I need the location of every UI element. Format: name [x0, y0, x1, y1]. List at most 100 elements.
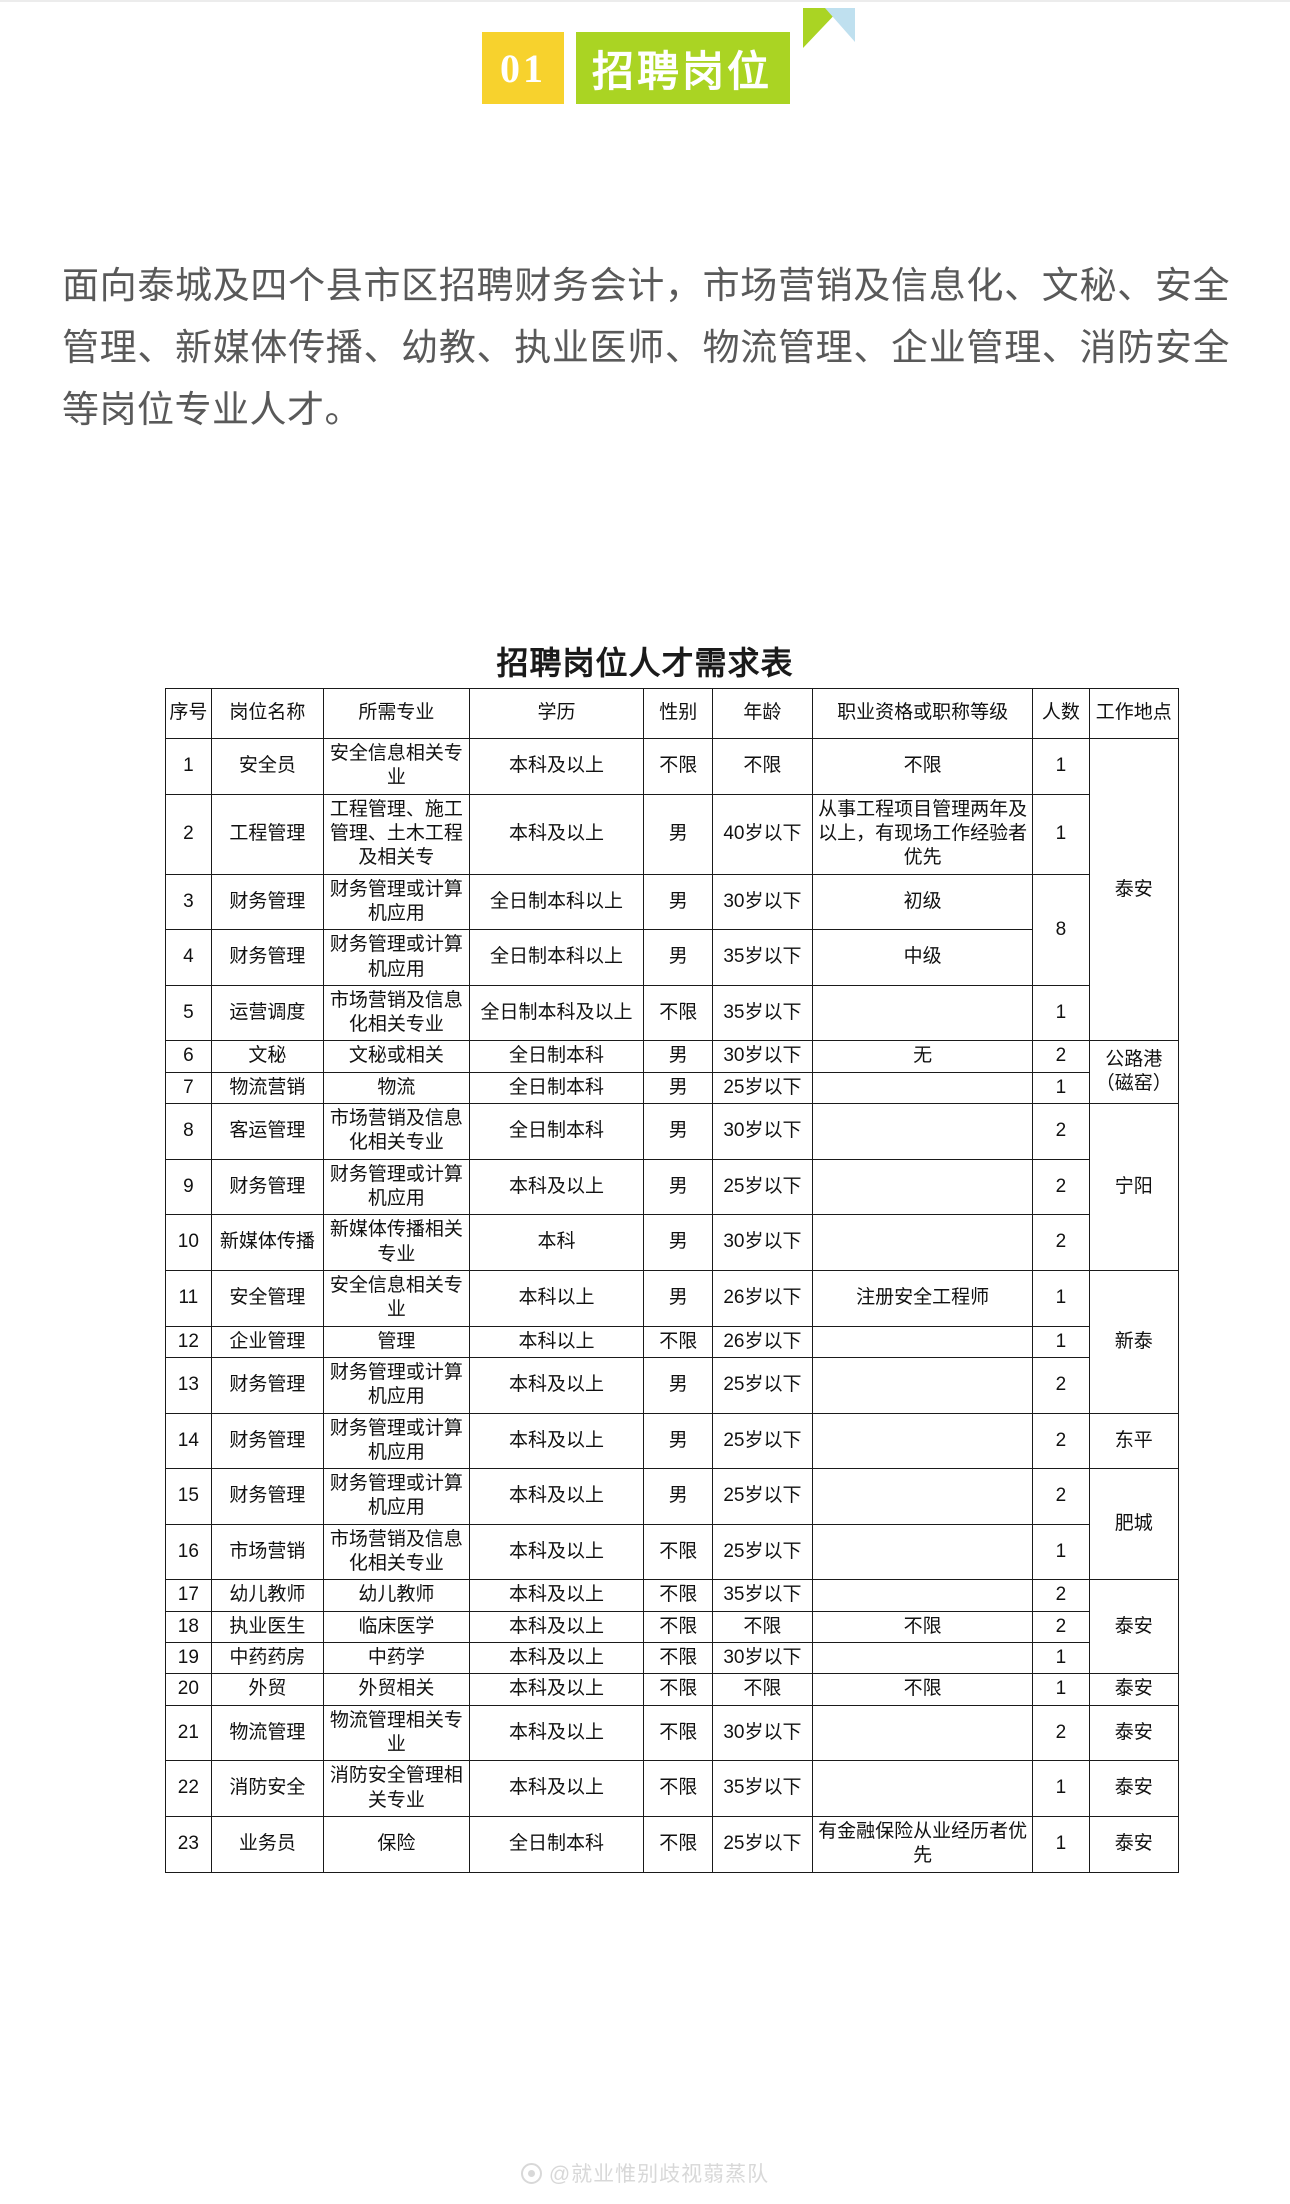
cell-education: 本科及以上 — [468, 1468, 645, 1525]
table-row: 14 财务管理 财务管理或计算机应用 本科及以上男 25岁以下 2 东平 — [165, 1412, 1179, 1470]
cell-major: 中药学 — [323, 1641, 470, 1675]
th-age: 年龄 — [712, 688, 813, 739]
cell-location: 泰安 — [1088, 1760, 1179, 1817]
cell-certificate: 中级 — [811, 929, 1034, 986]
cell-count: 2 — [1032, 1356, 1090, 1414]
cell-gender: 不限 — [643, 1815, 714, 1873]
cell-gender: 男 — [643, 1214, 714, 1271]
cell-education: 全日制本科及以上 — [468, 984, 645, 1042]
cell-certificate — [811, 1704, 1034, 1762]
th-major: 所需专业 — [323, 688, 470, 739]
cell-education: 全日制本科以上 — [468, 929, 645, 986]
cell-certificate — [811, 1760, 1034, 1817]
cell-count: 1 — [1032, 984, 1090, 1042]
cell-certificate — [811, 1412, 1034, 1470]
cell-education: 全日制本科 — [468, 1040, 645, 1073]
cell-post: 安全员 — [210, 738, 325, 795]
cell-no: 5 — [165, 984, 212, 1042]
cell-age: 不限 — [712, 1610, 813, 1644]
cell-post: 外贸 — [210, 1673, 325, 1706]
section-title: 招聘岗位 — [576, 32, 791, 104]
cell-age: 35岁以下 — [712, 1579, 813, 1612]
cell-count: 2 — [1032, 1158, 1090, 1216]
cell-location: 公路港（磁窑） — [1088, 1040, 1179, 1105]
table-row: 21 物流管理 物流管理相关专业 本科及以上 不限 30岁以下 2 泰安 — [165, 1704, 1179, 1762]
cell-post: 中药药房 — [210, 1641, 325, 1675]
cell-count: 2 — [1032, 1214, 1090, 1271]
cell-major: 消防安全管理相关专业 — [323, 1760, 470, 1817]
cell-count: 2 — [1032, 1704, 1090, 1762]
cell-location: 东平 — [1088, 1412, 1179, 1470]
cell-location: 肥城 — [1088, 1468, 1179, 1581]
cell-count: 1 — [1032, 1325, 1090, 1358]
cell-education: 本科及以上 — [468, 1673, 645, 1706]
cell-post: 市场营销 — [210, 1523, 325, 1581]
table-row: 18 执业医生 临床医学 本科及以上 不限 不限 不限 2 — [165, 1610, 1179, 1644]
cell-age: 25岁以下 — [712, 1815, 813, 1873]
cell-count: 1 — [1032, 1071, 1090, 1105]
table-row: 9 财务管理 财务管理或计算机应用 本科及以上男 25岁以下 2 — [165, 1158, 1179, 1216]
cell-no: 14 — [165, 1412, 212, 1470]
cell-post: 执业医生 — [210, 1610, 325, 1644]
cell-education: 本科及以上 — [468, 1412, 645, 1470]
cell-major: 市场营销及信息化相关专业 — [323, 1523, 470, 1581]
cell-post: 物流管理 — [210, 1704, 325, 1762]
cell-count: 1 — [1032, 1815, 1090, 1873]
table-row: 4 财务管理 财务管理或计算机应用 全日制本科以上男 35岁以下 中级 — [165, 929, 1179, 986]
cell-location: 泰安 — [1088, 1704, 1179, 1762]
table-row: 6 文秘 文秘或相关 全日制本科男 30岁以下无 2 公路港（磁窑） — [165, 1040, 1179, 1105]
cell-no: 15 — [165, 1468, 212, 1525]
cell-no: 11 — [165, 1269, 212, 1327]
table-row: 10 新媒体传播 新媒体传播相关专业 本科男 30岁以下 2 — [165, 1214, 1179, 1271]
cell-gender: 不限 — [643, 1704, 714, 1762]
cell-certificate — [811, 984, 1034, 1042]
cell-no: 1 — [165, 738, 212, 795]
cell-post: 物流营销 — [210, 1071, 325, 1105]
table-row: 3 财务管理 财务管理或计算机应用 全日制本科以上男 30岁以下 初级 8 — [165, 873, 1179, 986]
cell-major: 物流管理相关专业 — [323, 1704, 470, 1762]
section-number: 01 — [482, 32, 564, 104]
cell-education: 全日制本科 — [468, 1071, 645, 1105]
cell-age: 26岁以下 — [712, 1269, 813, 1327]
cell-gender: 不限 — [643, 984, 714, 1042]
cell-count: 1 — [1032, 738, 1090, 795]
cell-no: 9 — [165, 1158, 212, 1216]
cell-age: 26岁以下 — [712, 1325, 813, 1358]
cell-no: 12 — [165, 1325, 212, 1358]
cell-age: 30岁以下 — [712, 1040, 813, 1073]
cell-gender: 不限 — [643, 1523, 714, 1581]
table-row: 1 安全员 安全信息相关专业 本科及以上 不限 不限 不限 1 泰安 — [165, 737, 1179, 1042]
requirements-table-container: 序号 岗位名称 所需专业 学历 性别 年龄 职业资格或职称等级 人数 工作地点 … — [165, 688, 1179, 1873]
cell-no: 8 — [165, 1103, 212, 1160]
cell-age: 25岁以下 — [712, 1158, 813, 1216]
cell-education: 本科及以上 — [468, 738, 645, 795]
cell-age: 35岁以下 — [712, 1760, 813, 1817]
cell-certificate: 不限 — [811, 738, 1034, 795]
cell-age: 30岁以下 — [712, 1214, 813, 1271]
cell-gender: 男 — [643, 1269, 714, 1327]
cell-age: 不限 — [712, 1673, 813, 1706]
cell-post: 运营调度 — [210, 984, 325, 1042]
cell-no: 10 — [165, 1214, 212, 1271]
table-row: 20 外贸 外贸相关 本科及以上 不限 不限 不限 1 泰安 — [165, 1673, 1179, 1706]
table-row: 8 客运管理 市场营销及信息化相关专业 全日制本科男 30岁以下 2 宁阳 — [165, 1103, 1179, 1271]
cell-major: 新媒体传播相关专业 — [323, 1214, 470, 1271]
cell-gender: 不限 — [643, 1673, 714, 1706]
cell-age: 25岁以下 — [712, 1071, 813, 1105]
th-location: 工作地点 — [1088, 688, 1179, 739]
table-row: 11 安全管理 安全信息相关专业 本科以上男 26岁以下 注册安全工程师 1 新泰 — [165, 1269, 1179, 1414]
cell-gender: 不限 — [643, 738, 714, 795]
cell-age: 不限 — [712, 738, 813, 795]
cell-gender: 男 — [643, 1158, 714, 1216]
cell-major: 物流 — [323, 1071, 470, 1105]
cell-count: 2 — [1032, 1040, 1090, 1073]
cell-location: 宁阳 — [1088, 1103, 1179, 1271]
cell-major: 市场营销及信息化相关专业 — [323, 1103, 470, 1160]
cell-gender: 男 — [643, 1468, 714, 1525]
table-row: 16 市场营销 市场营销及信息化相关专业 本科及以上 不限 25岁以下 1 — [165, 1523, 1179, 1581]
cell-no: 4 — [165, 929, 212, 986]
table-header-row: 序号 岗位名称 所需专业 学历 性别 年龄 职业资格或职称等级 人数 工作地点 — [165, 688, 1179, 739]
cell-age: 30岁以下 — [712, 1704, 813, 1762]
cell-post: 业务员 — [210, 1815, 325, 1873]
